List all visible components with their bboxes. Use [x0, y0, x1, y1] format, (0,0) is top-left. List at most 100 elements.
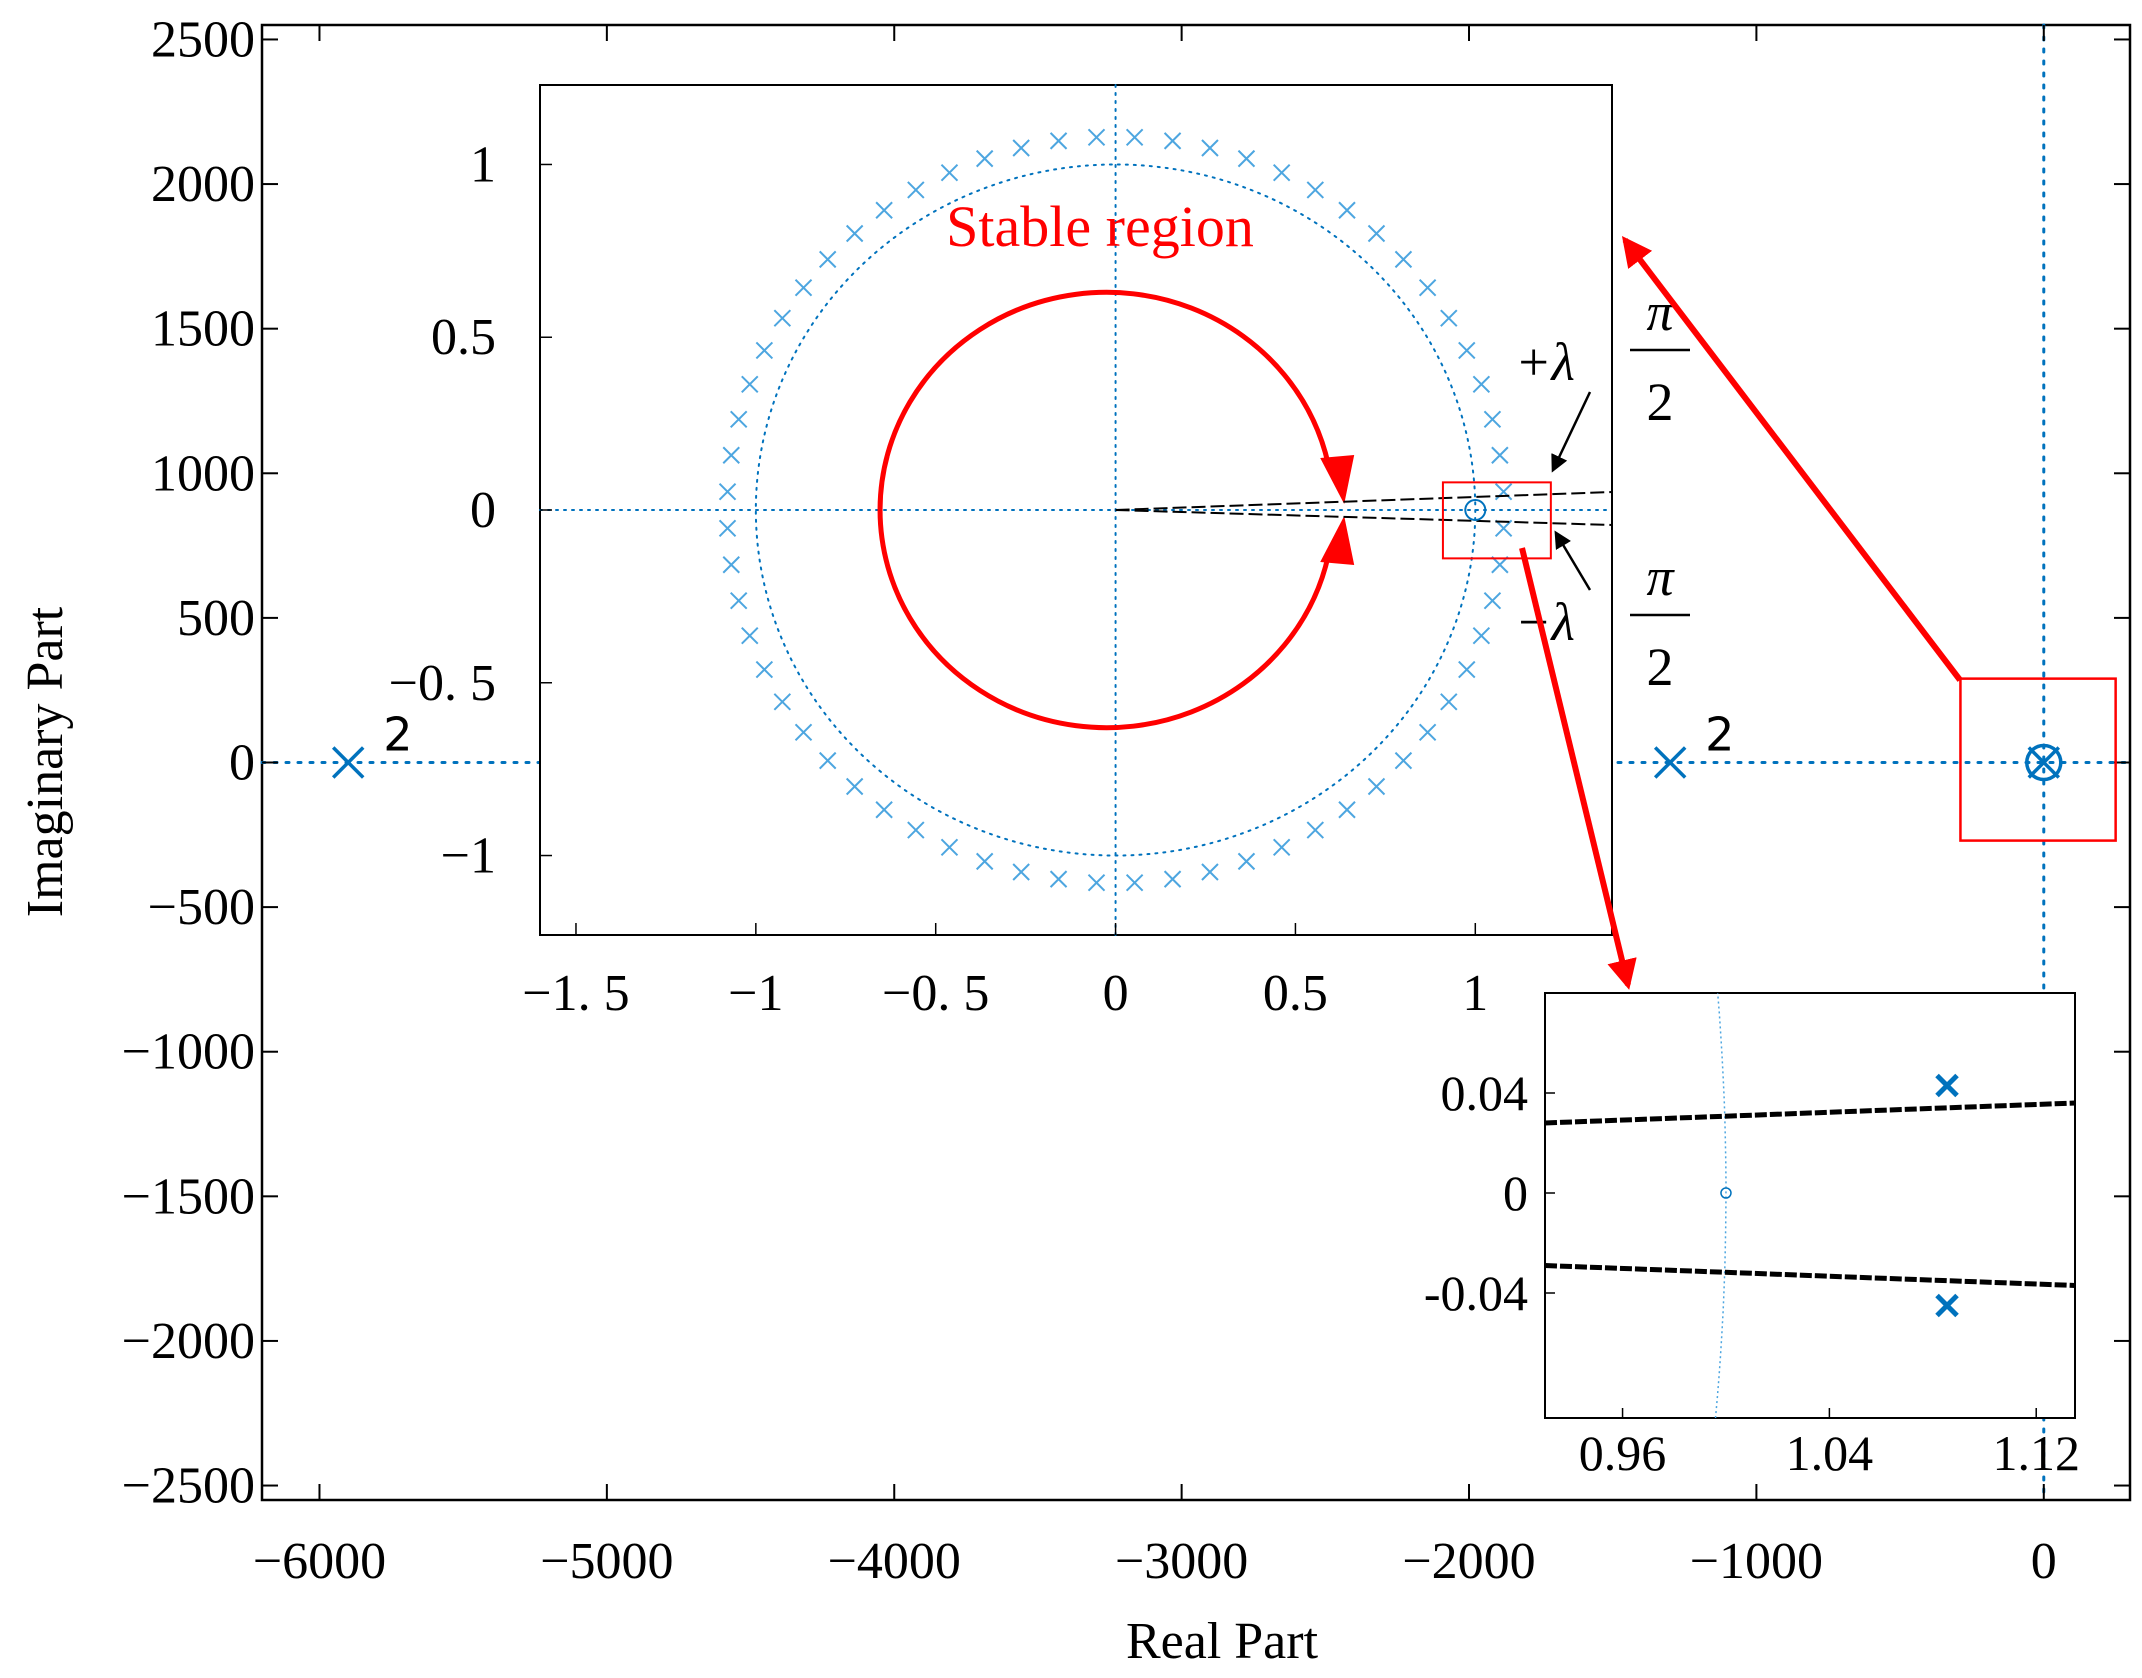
ring-pole-marker: [1418, 723, 1437, 742]
ring-pole-marker: [773, 309, 792, 327]
ring-pole-marker: [1087, 128, 1106, 146]
y-tick-label: −2500: [122, 1458, 255, 1515]
ring-pole-marker: [1440, 309, 1458, 327]
ring-pole-marker: [1494, 519, 1513, 538]
stable-region-curve: [877, 289, 1331, 731]
ring-pole-marker: [794, 723, 813, 742]
inset-y-tick-label: 0.5: [431, 309, 496, 366]
zoom-lambda-line-lower: [1544, 1263, 2076, 1288]
y-tick-label: 2000: [151, 156, 255, 213]
zoom-zero-marker: [1720, 1187, 1732, 1199]
lambda-line-upper: [1115, 491, 1613, 511]
ring-pole-marker: [1483, 410, 1502, 429]
ring-pole-marker: [875, 801, 893, 819]
inset-x-tick-label: −0. 5: [882, 965, 989, 1022]
ring-pole-marker: [1491, 556, 1509, 574]
zoom-y-tick-label: -0.04: [1424, 1265, 1528, 1321]
ring-pole-marker: [975, 852, 994, 871]
ring-pole-marker: [1367, 224, 1386, 243]
ring-pole-marker: [722, 556, 740, 574]
zoom-x-tick-label: 1.12: [1992, 1425, 2080, 1481]
ring-pole-marker: [818, 751, 837, 770]
ring-pole-marker: [1163, 132, 1182, 150]
ring-pole-marker: [907, 821, 925, 839]
ring-pole-marker: [741, 627, 759, 645]
y-tick-label: 0: [229, 735, 255, 792]
inset-y-tick-label: −0. 5: [389, 655, 496, 712]
lambda-label-lower-denominator: 2: [1647, 637, 1674, 697]
origin-highlight-box: [1959, 677, 2117, 842]
ring-pole-marker: [1458, 660, 1476, 679]
x-tick-label: −6000: [253, 1533, 386, 1590]
ring-pole-marker: [845, 224, 864, 243]
ring-pole-marker: [1367, 777, 1386, 796]
ring-pole-marker: [907, 181, 925, 199]
inset-zoom: 0.96 1.04 1.12 0.04 0 -0.04: [1424, 992, 2080, 1481]
pole-marker: [1653, 746, 1687, 779]
ring-pole-marker: [718, 519, 737, 538]
x-tick-label: −5000: [540, 1533, 673, 1590]
zero-marker: [2025, 743, 2063, 782]
ring-pole-marker: [1306, 181, 1325, 199]
main-plot: −6000 −5000 −4000 −3000 −2000 −1000 0250020001…: [122, 11, 2132, 1590]
lambda-label-upper-denominator: 2: [1647, 372, 1674, 432]
ring-pole-marker: [1237, 149, 1256, 168]
connector-arrow-to-inset: [1621, 236, 1963, 682]
pole-marker: [331, 746, 365, 779]
ring-pole-marker: [1163, 870, 1182, 888]
y-tick-label: 500: [177, 590, 255, 647]
inset-x-tick-label: 0: [1103, 965, 1129, 1022]
y-tick-label: −500: [148, 879, 255, 936]
connector-arrow-to-zoom: [1519, 547, 1637, 990]
y-tick-label: −1500: [122, 1168, 255, 1225]
x-tick-label: −4000: [828, 1533, 961, 1590]
ring-pole-marker: [722, 446, 740, 464]
ring-pole-marker: [1491, 446, 1509, 464]
inset-x-tick-label: −1: [728, 965, 783, 1022]
inset-y-tick-label: −1: [441, 828, 496, 885]
unit-circle: [754, 163, 1477, 857]
y-tick-label: 1000: [151, 445, 255, 502]
ring-pole-marker: [1049, 132, 1068, 150]
ring-pole-marker: [1418, 278, 1437, 297]
stable-region-label: Stable region: [946, 194, 1254, 259]
inset-y-tick-label: 1: [470, 136, 496, 193]
ring-pole-marker: [1125, 874, 1144, 892]
lambda-label-lower-numerator: π: [1646, 547, 1675, 607]
ring-pole-marker: [818, 250, 837, 269]
ring-pole-marker: [1338, 201, 1356, 219]
ring-pole-marker: [1483, 591, 1502, 610]
ring-pole-marker: [875, 201, 893, 219]
y-tick-label: 2500: [151, 11, 255, 68]
zoom-x-tick-label: 0.96: [1579, 1425, 1667, 1481]
ring-pole-marker: [975, 149, 994, 168]
zoom-y-tick-label: 0.04: [1441, 1065, 1529, 1121]
ring-pole-marker: [1472, 375, 1491, 393]
lambda-line-lower: [1115, 509, 1613, 526]
pole-marker: [2027, 746, 2061, 779]
ring-pole-marker: [729, 591, 748, 610]
ring-pole-marker: [1087, 874, 1106, 892]
ring-pole-marker: [729, 410, 748, 429]
ring-pole-marker: [1012, 863, 1030, 881]
zoom-pole-marker: [1935, 1073, 1959, 1098]
ring-pole-marker: [1458, 341, 1476, 360]
stable-region-arrowhead-lower: [1320, 516, 1355, 565]
ring-pole-marker: [1272, 163, 1291, 182]
ring-pole-marker: [718, 482, 737, 501]
zoom-lambda-line-upper: [1544, 1100, 2076, 1126]
y-tick-label: −1000: [122, 1024, 255, 1081]
pole-multiplicity-label: 2: [383, 708, 412, 762]
ring-pole-marker: [1272, 838, 1291, 857]
lambda-label-upper-prefix: +λ: [1515, 332, 1575, 392]
zoom-x-tick-label: 1.04: [1786, 1425, 1874, 1481]
inset-zoom-frame: [1544, 992, 2076, 1419]
inset-zero-marker: [1464, 499, 1487, 521]
zoom-unit-circle-arc: [1714, 992, 1727, 1419]
ring-pole-marker: [741, 375, 759, 393]
ring-pole-marker: [1049, 870, 1068, 888]
zoom-y-tick-label: 0: [1503, 1165, 1528, 1221]
lambda-upper-pointer-arrow: [1551, 391, 1592, 473]
ring-pole-marker: [1201, 863, 1219, 881]
x-axis-label: Real Part: [1126, 1613, 1319, 1670]
